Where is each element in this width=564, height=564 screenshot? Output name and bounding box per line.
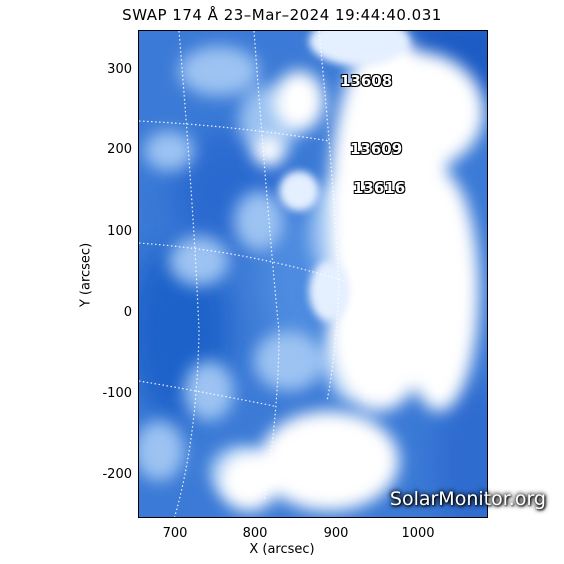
y-tick-label: -100 xyxy=(102,386,132,401)
y-tick-label: 200 xyxy=(107,142,132,157)
watermark-text: SolarMonitor.org xyxy=(389,488,546,510)
region-label: 13616 xyxy=(353,179,406,197)
image-title: SWAP 174 Å 23–Mar–2024 19:44:40.031 xyxy=(122,6,442,24)
region-label: 13608 xyxy=(340,72,393,90)
y-tick-label: -200 xyxy=(102,467,132,482)
x-tick-label: 800 xyxy=(242,526,268,541)
solar-image-panel xyxy=(138,30,488,518)
y-tick-label: 300 xyxy=(107,62,132,77)
swap-euv-image xyxy=(139,31,487,517)
y-tick-label: 0 xyxy=(123,305,132,320)
region-label: 13609 xyxy=(350,140,403,158)
x-tick-label: 900 xyxy=(323,526,349,541)
x-tick-label: 700 xyxy=(162,526,188,541)
y-axis-label: Y (arcsec) xyxy=(78,242,94,308)
x-axis-label: X (arcsec) xyxy=(249,542,315,557)
y-tick-label: 100 xyxy=(107,224,132,239)
x-tick-label: 1000 xyxy=(401,526,435,541)
